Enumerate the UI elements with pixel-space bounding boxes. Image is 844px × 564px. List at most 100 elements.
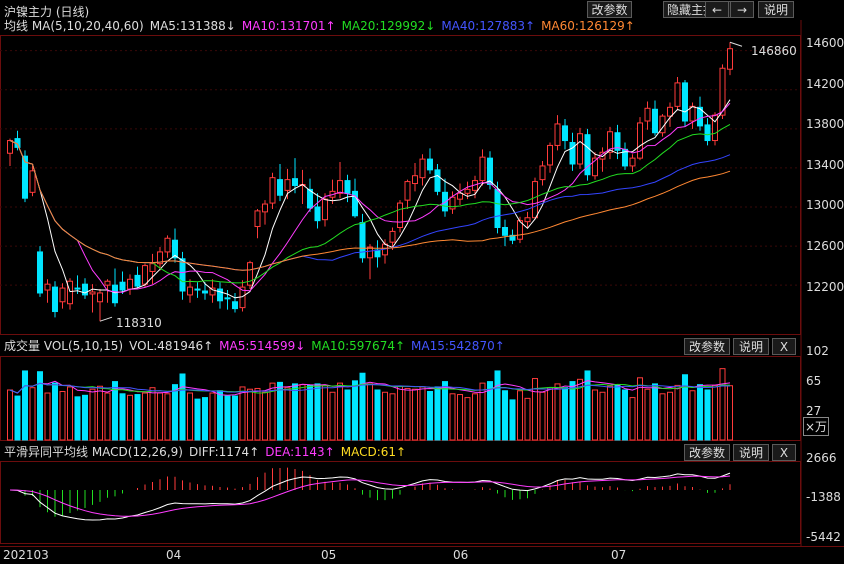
price-tick: 122000 xyxy=(806,280,844,294)
volume-bar xyxy=(472,393,478,441)
ma60-label: MA60:126129↑ xyxy=(541,19,635,33)
volume-bar xyxy=(374,389,381,441)
low-marker xyxy=(99,316,113,322)
x-tick: 07 xyxy=(611,548,627,562)
vol-tick: 102 xyxy=(806,344,829,358)
vol-indicator-label: 成交量 VOL(5,10,15) xyxy=(4,339,124,353)
volume-bar xyxy=(337,382,343,441)
volume-bar xyxy=(194,398,201,441)
next-button[interactable]: → xyxy=(730,1,754,18)
volume-bar xyxy=(269,382,276,441)
macd-close-button[interactable]: X xyxy=(772,444,796,461)
volume-bar xyxy=(82,394,88,441)
volume-bar xyxy=(367,383,373,441)
price-indicator-label: 均线 MA(5,10,20,40,60) xyxy=(4,19,144,33)
volume-bar xyxy=(494,370,501,441)
ma20-label: MA20:129992↓ xyxy=(341,19,436,33)
candle xyxy=(44,283,51,291)
volume-bar xyxy=(209,392,216,441)
candle xyxy=(449,196,456,210)
ma5-label: MA5:131388↓ xyxy=(149,19,236,33)
volume-bar xyxy=(562,387,568,441)
volume-bar xyxy=(7,389,13,441)
volume-bar xyxy=(142,392,148,441)
volume-bar xyxy=(284,387,291,441)
macd-tick: -5442 xyxy=(806,530,841,544)
volume-bar xyxy=(674,384,681,441)
volume-bar xyxy=(689,390,696,441)
candle xyxy=(509,234,516,241)
candle xyxy=(374,249,381,258)
volume-bar xyxy=(509,399,516,441)
candle xyxy=(254,210,261,228)
volume-bar xyxy=(172,384,178,441)
macd-indicator-header: 平滑异同平均线 MACD(12,26,9) DIFF:1174↑ DEA:1143↑… xyxy=(4,445,412,460)
candle xyxy=(262,203,268,213)
candle xyxy=(442,191,448,212)
prev-button[interactable]: ← xyxy=(705,1,729,18)
candle xyxy=(547,144,553,166)
candle xyxy=(337,180,343,194)
volume-bar xyxy=(622,389,628,441)
candle xyxy=(614,132,621,151)
candle xyxy=(629,157,636,167)
volume-bar xyxy=(697,384,703,441)
candle xyxy=(127,278,133,290)
candle xyxy=(697,106,703,127)
x-tick: 202103 xyxy=(3,548,49,562)
candle xyxy=(404,181,411,201)
macd-tick: 2666 xyxy=(806,451,837,465)
volume-bar xyxy=(104,392,111,441)
volume-bar xyxy=(712,384,718,441)
volume-bar xyxy=(202,397,208,441)
candle xyxy=(307,188,313,209)
candle xyxy=(157,251,163,265)
vol-params-button[interactable]: 改参数 xyxy=(684,338,730,355)
candle xyxy=(419,158,426,179)
volume-bar xyxy=(97,385,103,441)
volume-bar xyxy=(164,393,171,441)
candle xyxy=(719,67,726,116)
price-tick: 138000 xyxy=(806,117,844,131)
candle xyxy=(269,177,276,204)
macd-help-button[interactable]: 说明 xyxy=(733,444,769,461)
high-price-label: 146860 xyxy=(751,44,797,58)
volume-bar xyxy=(419,386,426,441)
candle xyxy=(427,158,433,171)
help-button[interactable]: 说明 xyxy=(758,1,794,18)
candle xyxy=(82,283,88,296)
dea-label: DEA:1143↑ xyxy=(265,445,335,459)
volume-bar xyxy=(427,391,433,441)
volume-bar xyxy=(569,381,576,441)
volume-bar xyxy=(389,393,396,441)
volume-bar xyxy=(67,386,73,441)
volume-bar xyxy=(614,384,621,441)
candle xyxy=(397,202,403,229)
volume-bar xyxy=(29,387,36,441)
volume-bar xyxy=(457,394,463,441)
volume-bar xyxy=(307,384,313,441)
macd-params-button[interactable]: 改参数 xyxy=(684,444,730,461)
volume-bar xyxy=(412,388,418,441)
candle xyxy=(209,287,216,296)
volume-bar xyxy=(22,370,28,441)
x-tick: 05 xyxy=(321,548,337,562)
volume-bar xyxy=(727,385,733,441)
candle xyxy=(224,297,231,300)
volume-bar xyxy=(224,395,231,441)
params-button[interactable]: 改参数 xyxy=(587,1,632,18)
candle xyxy=(29,170,36,193)
vol-ma15-line xyxy=(9,382,731,394)
volume-bar xyxy=(254,387,261,441)
candle xyxy=(119,281,126,291)
volume-bar xyxy=(629,397,636,441)
volume-bar xyxy=(659,393,666,441)
volume-bar xyxy=(322,384,328,441)
volume-bar xyxy=(434,386,441,441)
volume-bar xyxy=(37,371,43,441)
vol-close-button[interactable]: X xyxy=(772,338,796,355)
volume-bar xyxy=(217,390,223,441)
candle xyxy=(322,198,328,221)
vol-help-button[interactable]: 说明 xyxy=(733,338,769,355)
price-indicator-header: 均线 MA(5,10,20,40,60) MA5:131388↓ MA10:1317… xyxy=(4,19,641,34)
